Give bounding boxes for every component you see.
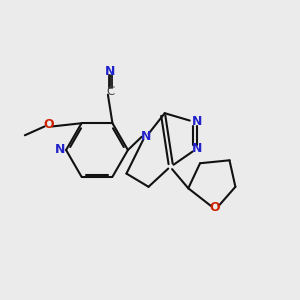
Text: N: N: [140, 130, 151, 143]
Text: N: N: [54, 143, 65, 157]
Text: N: N: [192, 115, 202, 128]
Text: N: N: [105, 65, 116, 79]
Text: O: O: [43, 118, 54, 131]
Text: N: N: [192, 142, 202, 155]
Text: O: O: [209, 201, 220, 214]
Text: C: C: [106, 85, 114, 98]
